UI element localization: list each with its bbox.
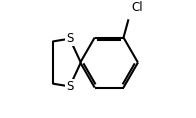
Text: Cl: Cl (131, 1, 143, 14)
Text: S: S (66, 80, 74, 93)
Text: S: S (66, 32, 74, 45)
